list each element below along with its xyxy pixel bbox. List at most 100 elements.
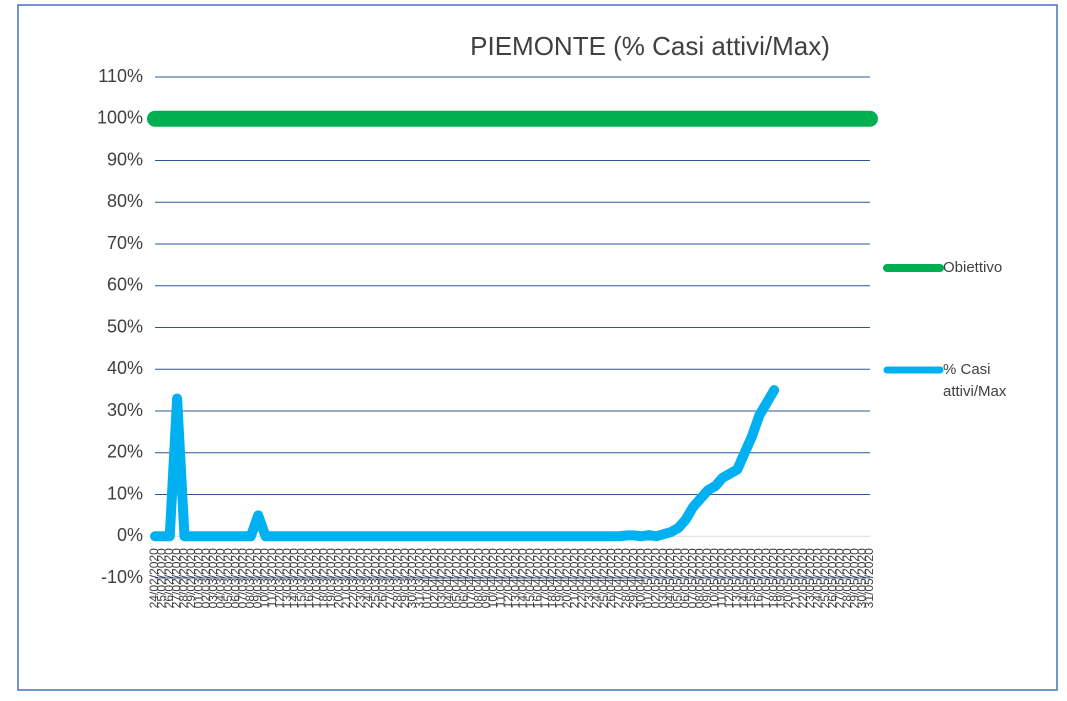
x-tick-label: 07/03/2020: [236, 548, 250, 608]
x-tick-label: 29/04/2020: [626, 548, 640, 608]
x-tick-label: 18/05/2020: [766, 548, 780, 608]
x-tick-label: 28/05/2020: [840, 548, 854, 608]
x-tick-label: 05/03/2020: [221, 548, 235, 608]
y-tick-label: 60%: [107, 275, 143, 295]
x-tick-label: 18/04/2020: [545, 548, 559, 608]
y-tick-label: 70%: [107, 233, 143, 253]
y-tick-label: -10%: [101, 567, 143, 587]
x-tick-label: 14/03/2020: [287, 548, 301, 608]
x-tick-label: 19/05/2020: [774, 548, 788, 608]
x-tick-label: 31/03/2020: [413, 548, 427, 608]
x-tick-label: 22/03/2020: [346, 548, 360, 608]
x-tick-label: 29/02/2020: [184, 548, 198, 608]
x-tick-label: 04/04/2020: [442, 548, 456, 608]
x-tick-label: 28/03/2020: [390, 548, 404, 608]
y-tick-label: 10%: [107, 483, 143, 503]
y-tick-label: 40%: [107, 358, 143, 378]
x-tick-label: 24/02/2020: [147, 548, 161, 608]
x-tick-label: 04/05/2020: [663, 548, 677, 608]
x-tick-label: 03/05/2020: [656, 548, 670, 608]
x-tick-label: 02/04/2020: [427, 548, 441, 608]
x-tick-label: 24/04/2020: [589, 548, 603, 608]
legend-label: % Casi attivi/Max: [943, 361, 1007, 400]
x-tick-label: 26/02/2020: [162, 548, 176, 608]
x-tick-label: 05/05/2020: [671, 548, 685, 608]
x-tick-label: 20/04/2020: [560, 548, 574, 608]
x-tick-label: 14/05/2020: [737, 548, 751, 608]
x-tick-label: 24/03/2020: [361, 548, 375, 608]
x-tick-label: 27/02/2020: [169, 548, 183, 608]
x-tick-label: 26/04/2020: [604, 548, 618, 608]
x-tick-label: 26/05/2020: [825, 548, 839, 608]
x-tick-label: 21/03/2020: [339, 548, 353, 608]
x-tick-label: 08/03/2020: [243, 548, 257, 608]
x-tick-label: 01/04/2020: [420, 548, 434, 608]
x-tick-label: 23/03/2020: [354, 548, 368, 608]
x-tick-label: 27/05/2020: [833, 548, 847, 608]
x-tick-label: 02/03/2020: [199, 548, 213, 608]
x-tick-label: 17/05/2020: [759, 548, 773, 608]
x-tick-label: 25/05/2020: [818, 548, 832, 608]
x-tick-label: 07/04/2020: [464, 548, 478, 608]
chart-title: PIEMONTE (% Casi attivi/Max): [470, 31, 830, 61]
x-tick-label: 09/03/2020: [250, 548, 264, 608]
x-tick-label: 23/04/2020: [582, 548, 596, 608]
y-tick-label: 30%: [107, 400, 143, 420]
x-tick-label: 08/04/2020: [472, 548, 486, 608]
x-tick-label: 23/05/2020: [803, 548, 817, 608]
y-tick-label: 20%: [107, 442, 143, 462]
x-tick-label: 03/04/2020: [435, 548, 449, 608]
x-tick-label: 28/02/2020: [177, 548, 191, 608]
x-tick-label: 21/04/2020: [567, 548, 581, 608]
x-tick-label: 06/04/2020: [457, 548, 471, 608]
y-tick-label: 0%: [117, 525, 143, 545]
x-tick-label: 17/03/2020: [309, 548, 323, 608]
x-tick-label: 30/04/2020: [634, 548, 648, 608]
x-tick-label: 30/03/2020: [405, 548, 419, 608]
x-tick-label: 15/04/2020: [523, 548, 537, 608]
x-tick-label: 15/03/2020: [295, 548, 309, 608]
x-tick-label: 16/04/2020: [530, 548, 544, 608]
x-tick-label: 20/03/2020: [331, 548, 345, 608]
x-tick-label: 20/05/2020: [781, 548, 795, 608]
x-tick-label: 01/03/2020: [191, 548, 205, 608]
x-tick-label: 22/04/2020: [575, 548, 589, 608]
x-tick-label: 08/05/2020: [693, 548, 707, 608]
x-tick-label: 11/03/2020: [265, 548, 279, 607]
x-tick-label: 12/05/2020: [722, 548, 736, 608]
x-tick-label: 25/03/2020: [368, 548, 382, 608]
x-tick-label: 04/03/2020: [214, 548, 228, 608]
y-tick-label: 100%: [97, 108, 143, 128]
x-tick-label: 16/03/2020: [302, 548, 316, 608]
x-tick-label: 13/04/2020: [508, 548, 522, 608]
x-tick-label: 29/05/2020: [847, 548, 861, 608]
x-tick-label: 31/05/2020: [862, 548, 876, 608]
x-tick-label: 24/05/2020: [811, 548, 825, 608]
x-tick-label: 27/04/2020: [612, 548, 626, 608]
x-tick-label: 12/04/2020: [501, 548, 515, 608]
x-tick-label: 11/04/2020: [494, 548, 508, 607]
x-tick-label: 19/03/2020: [324, 548, 338, 608]
x-tick-label: 06/03/2020: [228, 548, 242, 608]
y-tick-label: 80%: [107, 191, 143, 211]
x-tick-label: 06/05/2020: [678, 548, 692, 608]
x-tick-label: 26/03/2020: [376, 548, 390, 608]
x-tick-label: 25/02/2020: [155, 548, 169, 608]
x-tick-label: 09/04/2020: [479, 548, 493, 608]
x-tick-label: 05/04/2020: [449, 548, 463, 608]
x-tick-label: 18/03/2020: [317, 548, 331, 608]
x-tick-label: 21/05/2020: [788, 548, 802, 608]
x-tick-label: 07/05/2020: [685, 548, 699, 608]
y-tick-label: 110%: [98, 66, 143, 86]
x-tick-label: 25/04/2020: [597, 548, 611, 608]
x-tick-label: 15/05/2020: [744, 548, 758, 608]
x-tick-label: 12/03/2020: [272, 548, 286, 608]
x-tick-label: 09/05/2020: [700, 548, 714, 608]
y-tick-label: 50%: [107, 316, 143, 336]
x-tick-label: 28/04/2020: [619, 548, 633, 608]
x-tick-label: 10/05/2020: [707, 548, 721, 608]
series-line: [150, 385, 780, 542]
x-tick-label: 02/05/2020: [648, 548, 662, 608]
